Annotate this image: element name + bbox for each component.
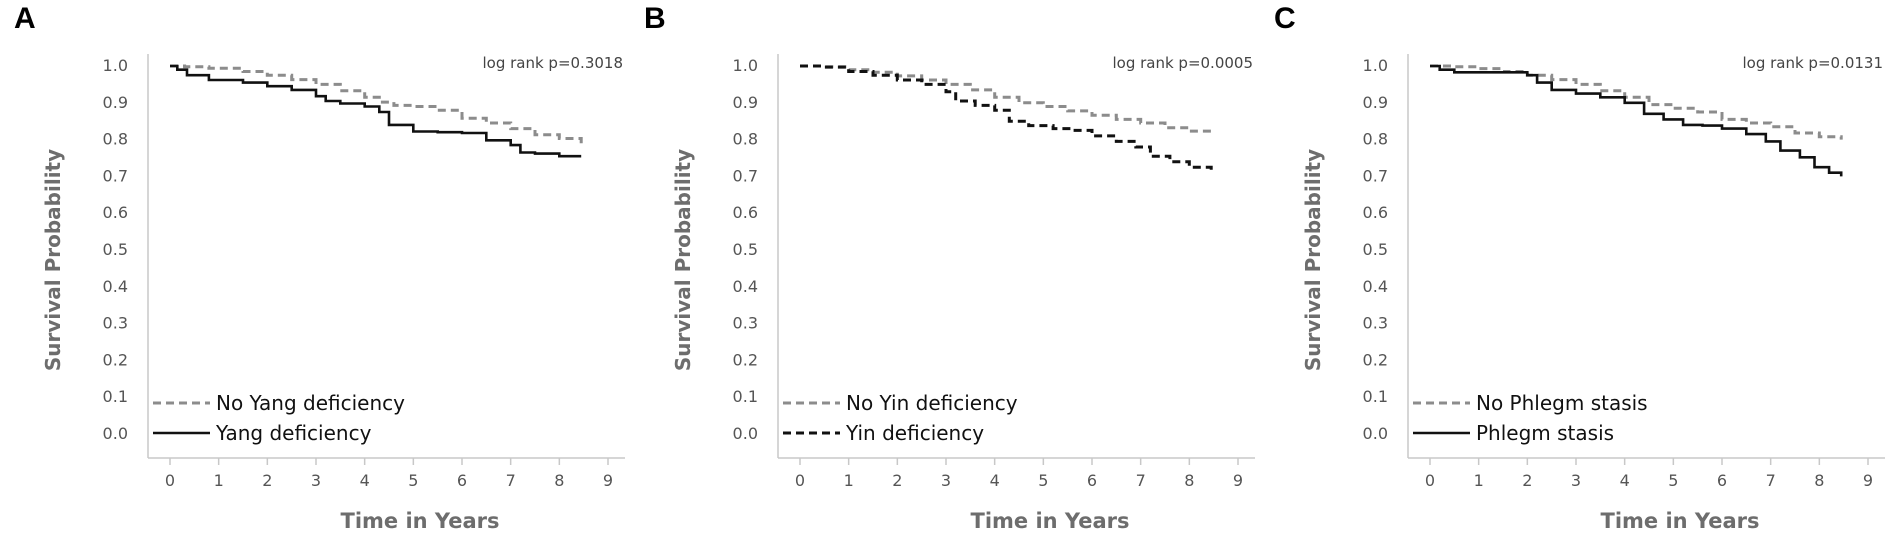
y-tick-label: 0.3 <box>1363 314 1388 333</box>
x-tick-label: 6 <box>1087 471 1097 490</box>
x-tick-label: 2 <box>892 471 902 490</box>
y-tick-label: 0.9 <box>103 93 128 112</box>
y-tick-label: 0.4 <box>733 277 758 296</box>
y-axis-title: Survival Probability <box>671 149 695 371</box>
log-rank-annotation: log rank p=0.0131 <box>1742 54 1883 72</box>
x-tick-label: 1 <box>844 471 854 490</box>
legend-label: Yang deficiency <box>215 421 372 445</box>
survival-curve-no-phlegm-stasis <box>1430 64 1843 140</box>
y-tick-label: 0.8 <box>103 130 128 149</box>
y-axis-title: Survival Probability <box>1301 149 1325 371</box>
x-tick-label: 4 <box>990 471 1000 490</box>
chart-panel-b: B 0.0 0.1 0.2 0.3 0.4 0.5 0.6 0.7 0.8 0.9 1.0 0 1 2 3 4 5… <box>644 2 1255 533</box>
x-tick-label: 3 <box>941 471 951 490</box>
y-tick-label: 1.0 <box>733 56 758 75</box>
y-tick-label: 0.1 <box>733 387 758 406</box>
chart-panel-c: C 0.0 0.1 0.2 0.3 0.4 0.5 0.6 0.7 0.8 0.9 1.0 0 1 2 3 4 5… <box>1274 2 1885 533</box>
x-tick-label: 4 <box>1620 471 1630 490</box>
y-tick-label: 0.5 <box>103 240 128 259</box>
x-tick-label: 9 <box>603 471 613 490</box>
x-axis-title: Time in Years <box>971 509 1130 533</box>
y-tick-label: 0.5 <box>1363 240 1388 259</box>
x-tick-label: 9 <box>1233 471 1243 490</box>
y-tick-label: 0.2 <box>733 350 758 369</box>
legend-label: No Yin deficiency <box>846 391 1018 415</box>
x-tick-label: 4 <box>360 471 370 490</box>
x-tick-label: 0 <box>1425 471 1435 490</box>
x-tick-label: 7 <box>1766 471 1776 490</box>
y-tick-label: 0.6 <box>103 203 128 222</box>
legend-label: Yin deficiency <box>845 421 984 445</box>
y-tick-label: 0.6 <box>1363 203 1388 222</box>
y-tick-label: 0.0 <box>1363 424 1388 443</box>
panel-label: C <box>1274 2 1296 35</box>
survival-curve-no-yang-deficiency <box>170 64 583 144</box>
x-tick-label: 2 <box>1522 471 1532 490</box>
x-tick-label: 5 <box>1038 471 1048 490</box>
x-tick-label: 6 <box>457 471 467 490</box>
x-tick-label: 2 <box>262 471 272 490</box>
y-tick-label: 0.9 <box>1363 93 1388 112</box>
x-tick-label: 7 <box>506 471 516 490</box>
log-rank-annotation: log rank p=0.3018 <box>482 54 623 72</box>
y-tick-label: 0.2 <box>1363 350 1388 369</box>
x-tick-label: 5 <box>1668 471 1678 490</box>
x-tick-label: 0 <box>795 471 805 490</box>
log-rank-annotation: log rank p=0.0005 <box>1112 54 1253 72</box>
x-tick-label: 8 <box>554 471 564 490</box>
x-tick-label: 0 <box>165 471 175 490</box>
survival-curve-phlegm-stasis <box>1430 64 1843 177</box>
panel-label: B <box>644 2 666 35</box>
x-tick-label: 9 <box>1863 471 1873 490</box>
x-tick-label: 6 <box>1717 471 1727 490</box>
x-tick-label: 8 <box>1814 471 1824 490</box>
survival-curve-no-yin-deficiency <box>800 64 1213 135</box>
y-axis-title: Survival Probability <box>41 149 65 371</box>
y-tick-label: 0.0 <box>103 424 128 443</box>
y-tick-label: 0.4 <box>103 277 128 296</box>
survival-curve-yang-deficiency <box>170 64 582 158</box>
y-tick-label: 0.4 <box>1363 277 1388 296</box>
panel-label: A <box>14 2 36 35</box>
x-tick-label: 7 <box>1136 471 1146 490</box>
x-tick-label: 1 <box>214 471 224 490</box>
y-tick-label: 0.7 <box>1363 166 1388 185</box>
x-tick-label: 1 <box>1474 471 1484 490</box>
y-tick-label: 0.8 <box>733 130 758 149</box>
y-tick-label: 0.5 <box>733 240 758 259</box>
x-tick-label: 3 <box>311 471 321 490</box>
y-tick-label: 0.3 <box>103 314 128 333</box>
y-tick-label: 0.6 <box>733 203 758 222</box>
x-tick-label: 8 <box>1184 471 1194 490</box>
y-tick-label: 0.7 <box>103 166 128 185</box>
y-tick-label: 0.0 <box>733 424 758 443</box>
legend-label: Phlegm stasis <box>1476 421 1614 445</box>
x-axis-title: Time in Years <box>1601 509 1760 533</box>
y-tick-label: 1.0 <box>103 56 128 75</box>
x-tick-label: 5 <box>408 471 418 490</box>
survival-curve-yin-deficiency <box>800 64 1213 173</box>
y-tick-label: 0.1 <box>1363 387 1388 406</box>
legend-label: No Phlegm stasis <box>1476 391 1648 415</box>
y-tick-label: 1.0 <box>1363 56 1388 75</box>
y-tick-label: 0.9 <box>733 93 758 112</box>
y-tick-label: 0.1 <box>103 387 128 406</box>
x-axis-title: Time in Years <box>341 509 500 533</box>
y-tick-label: 0.8 <box>1363 130 1388 149</box>
x-tick-label: 3 <box>1571 471 1581 490</box>
y-tick-label: 0.2 <box>103 350 128 369</box>
chart-panel-a: A 0.0 0.1 0.2 0.3 0.4 0.5 0.6 0.7 0.8 0.9 1.0 0 1 2 3 4 5… <box>14 2 625 533</box>
y-tick-label: 0.7 <box>733 166 758 185</box>
legend-label: No Yang deficiency <box>216 391 405 415</box>
y-tick-label: 0.3 <box>733 314 758 333</box>
